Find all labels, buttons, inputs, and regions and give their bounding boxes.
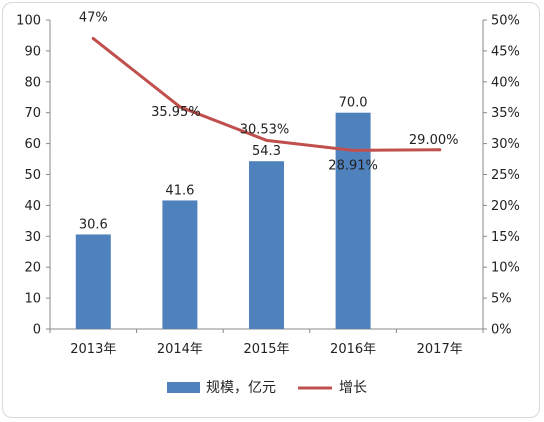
legend-line-label: 增长 — [339, 380, 367, 396]
legend-bar-label: 规模，亿元 — [206, 380, 276, 396]
left-axis-tick-label: 90 — [24, 44, 41, 59]
growth-point-1 — [91, 37, 95, 41]
bar-4 — [335, 112, 371, 329]
bar-2 — [162, 200, 198, 329]
x-axis-category-label: 2015年 — [243, 342, 289, 357]
right-axis-tick-label: 30% — [491, 137, 520, 152]
right-axis-tick-label: 45% — [491, 44, 520, 59]
right-axis-tick-label: 15% — [491, 230, 520, 245]
bar-1 — [75, 234, 111, 329]
growth-value-label: 30.53% — [240, 122, 290, 137]
right-axis-tick-label: 5% — [491, 292, 512, 307]
right-axis-tick-label: 10% — [491, 261, 520, 276]
growth-value-label: 28.91% — [328, 158, 378, 173]
right-axis-tick-label: 25% — [491, 168, 520, 183]
growth-point-5 — [438, 148, 442, 152]
legend-bar-swatch — [167, 382, 200, 393]
bar-value-label: 41.6 — [165, 183, 194, 198]
x-axis-category-label: 2016年 — [330, 342, 376, 357]
left-axis-tick-label: 0 — [33, 323, 41, 338]
left-axis-tick-label: 30 — [24, 230, 41, 245]
growth-value-label: 35.95% — [151, 105, 201, 120]
right-axis-tick-label: 35% — [491, 106, 520, 121]
left-axis-tick-label: 80 — [24, 75, 41, 90]
bar-3 — [249, 161, 284, 329]
right-axis-tick-label: 40% — [491, 75, 520, 90]
growth-value-label: 47% — [79, 11, 108, 26]
growth-point-2 — [178, 105, 182, 109]
left-axis-tick-label: 70 — [24, 106, 41, 121]
left-axis-tick-label: 50 — [24, 168, 41, 183]
left-axis-tick-label: 20 — [24, 261, 41, 276]
left-axis-tick-label: 100 — [16, 14, 41, 29]
right-axis-tick-label: 0% — [491, 323, 512, 338]
bar-value-label: 90.3 — [425, 0, 454, 4]
bar-value-label: 70.0 — [339, 96, 368, 111]
bar-value-label: 30.6 — [79, 217, 108, 232]
x-axis-category-label: 2014年 — [157, 342, 203, 357]
left-axis-tick-label: 40 — [24, 199, 41, 214]
growth-value-label: 29.00% — [409, 133, 459, 148]
left-axis-tick-label: 60 — [24, 137, 41, 152]
growth-point-4 — [351, 148, 355, 152]
left-axis-tick-label: 10 — [24, 292, 41, 307]
bar-value-label: 54.3 — [252, 144, 281, 159]
growth-point-3 — [265, 138, 268, 142]
x-axis-category-label: 2013年 — [70, 342, 116, 357]
right-axis-tick-label: 50% — [491, 14, 520, 29]
x-axis-category-label: 2017年 — [417, 342, 463, 357]
right-axis-tick-label: 20% — [491, 199, 520, 214]
